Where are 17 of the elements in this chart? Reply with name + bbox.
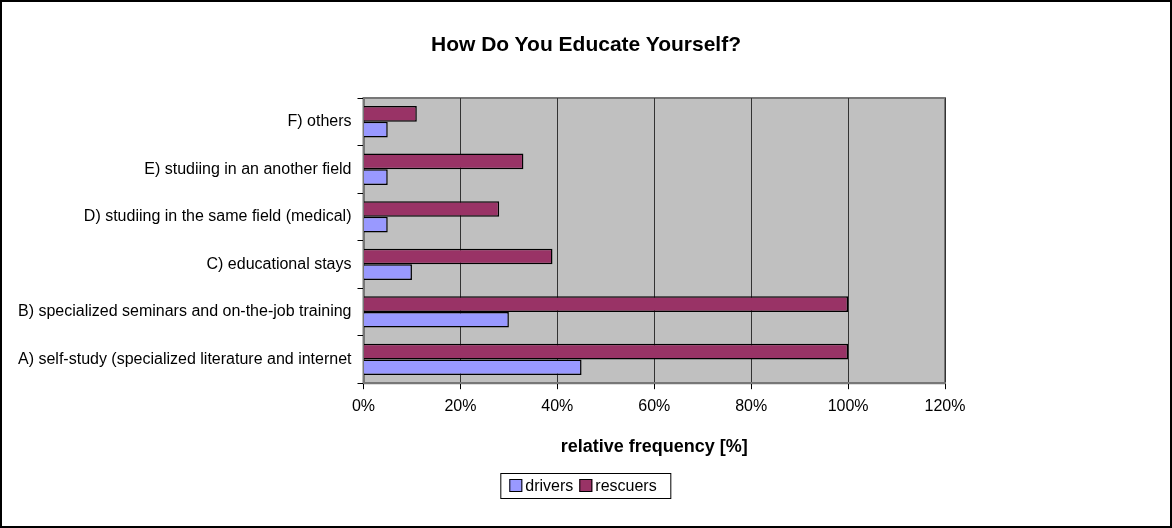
x-tick-label: 80% xyxy=(735,397,768,415)
legend-label: rescuers xyxy=(594,477,657,494)
x-tick-label: 0% xyxy=(351,397,376,415)
y-tick-label: A) self-study (specialized literature and internet xyxy=(18,349,353,367)
y-tick-label: F) others xyxy=(287,112,352,130)
legend-label: drivers xyxy=(524,477,574,494)
x-tick-label: 60% xyxy=(638,397,671,415)
y-tick-label: D) studiing in the same field (medical) xyxy=(83,207,352,225)
chart-title: How Do You Educate Yourself? xyxy=(430,32,742,56)
y-tick-label: C) educational stays xyxy=(206,254,352,272)
y-tick-label: E) studiing in an another field xyxy=(144,159,352,177)
x-tick-label: 20% xyxy=(444,397,477,415)
x-tick-label: 120% xyxy=(924,397,966,415)
x-axis-title: relative frequency [%] xyxy=(560,436,748,457)
x-tick-label: 100% xyxy=(827,397,869,415)
x-tick-label: 40% xyxy=(541,397,574,415)
y-tick-label: B) specialized seminars and on-the-job training xyxy=(17,302,352,320)
